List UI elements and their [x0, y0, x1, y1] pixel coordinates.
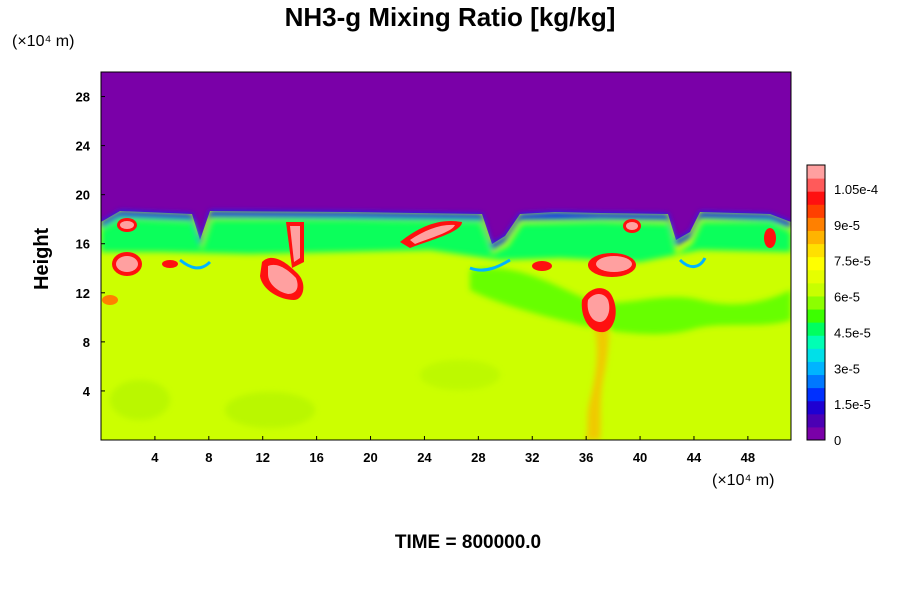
colorbar-swatch: [807, 230, 825, 245]
colorbar-label: 4.5e-5: [834, 325, 871, 340]
colorbar-swatch: [807, 387, 825, 402]
colorbar-swatch: [807, 178, 825, 192]
y-tick-label: 20: [76, 188, 90, 203]
colorbar-label: 0: [834, 433, 841, 448]
colorbar-swatch: [807, 295, 825, 310]
colorbar: 0 1.5e-5 3e-5 4.5e-5 6e-5 7.5e-5 9e-5 1.05e-4: [806, 164, 878, 448]
colorbar-label: 9e-5: [834, 218, 860, 233]
x-tick-label: 8: [205, 450, 212, 465]
colorbar-swatch: [807, 413, 825, 428]
colorbar-label: 3e-5: [834, 361, 860, 376]
chart-title: NH3-g Mixing Ratio [kg/kg]: [284, 2, 616, 32]
colorbar-label: 1.05e-4: [834, 182, 878, 197]
colorbar-swatch: [807, 243, 825, 258]
colorbar-swatch: [807, 204, 825, 218]
colorbar-swatch: [807, 217, 825, 231]
colorbar-swatch: [807, 256, 825, 271]
x-tick-label: 12: [255, 450, 269, 465]
colorbar-swatch: [807, 361, 825, 376]
x-axis-unit: (×10⁴ m): [712, 472, 775, 489]
y-axis-unit: (×10⁴ m): [12, 33, 75, 50]
colorbar-swatch: [807, 348, 825, 362]
colorbar-swatch: [807, 426, 825, 441]
plot-frame: [100, 71, 792, 441]
colorbar-swatch: [807, 309, 825, 323]
colorbar-swatch: [807, 191, 825, 205]
x-tick-label: 4: [151, 450, 159, 465]
cloud-top-band: [101, 211, 791, 440]
colorbar-swatch: [807, 335, 825, 349]
colorbar-swatch: [807, 269, 825, 284]
x-tick-label: 44: [687, 450, 702, 465]
x-tick-label: 40: [633, 450, 647, 465]
x-tick-label: 28: [471, 450, 485, 465]
y-tick-label: 12: [76, 286, 90, 301]
y-axis: 4 8 12 16 20 24 28: [76, 90, 105, 399]
colorbar-swatch: [807, 322, 825, 336]
colorbar-swatch: [807, 400, 825, 415]
y-tick-label: 4: [83, 384, 91, 399]
colorbar-label: 7.5e-5: [834, 254, 871, 269]
x-tick-label: 16: [309, 450, 323, 465]
colorbar-frame: [806, 164, 826, 441]
x-tick-label: 24: [417, 450, 432, 465]
y-tick-label: 24: [76, 139, 91, 154]
x-tick-label: 48: [741, 450, 755, 465]
colorbar-swatch: [807, 282, 825, 297]
x-axis: 4 8 12 16 20 24 28 32 36 40 44 48: [151, 436, 755, 465]
x-tick-label: 20: [363, 450, 377, 465]
high-concentration-features: [102, 218, 776, 333]
x-tick-label: 32: [525, 450, 539, 465]
heatmap-upper-region: [101, 72, 791, 244]
colorbar-swatch: [807, 165, 825, 179]
time-label: TIME = 800000.0: [394, 532, 542, 553]
y-tick-label: 28: [76, 90, 90, 105]
plot-area: [101, 72, 791, 440]
y-tick-label: 16: [76, 237, 90, 252]
x-tick-label: 36: [579, 450, 593, 465]
colorbar-label: 6e-5: [834, 290, 860, 305]
colorbar-label: 1.5e-5: [834, 397, 871, 412]
y-tick-label: 8: [83, 335, 90, 350]
colorbar-swatch: [807, 374, 825, 389]
